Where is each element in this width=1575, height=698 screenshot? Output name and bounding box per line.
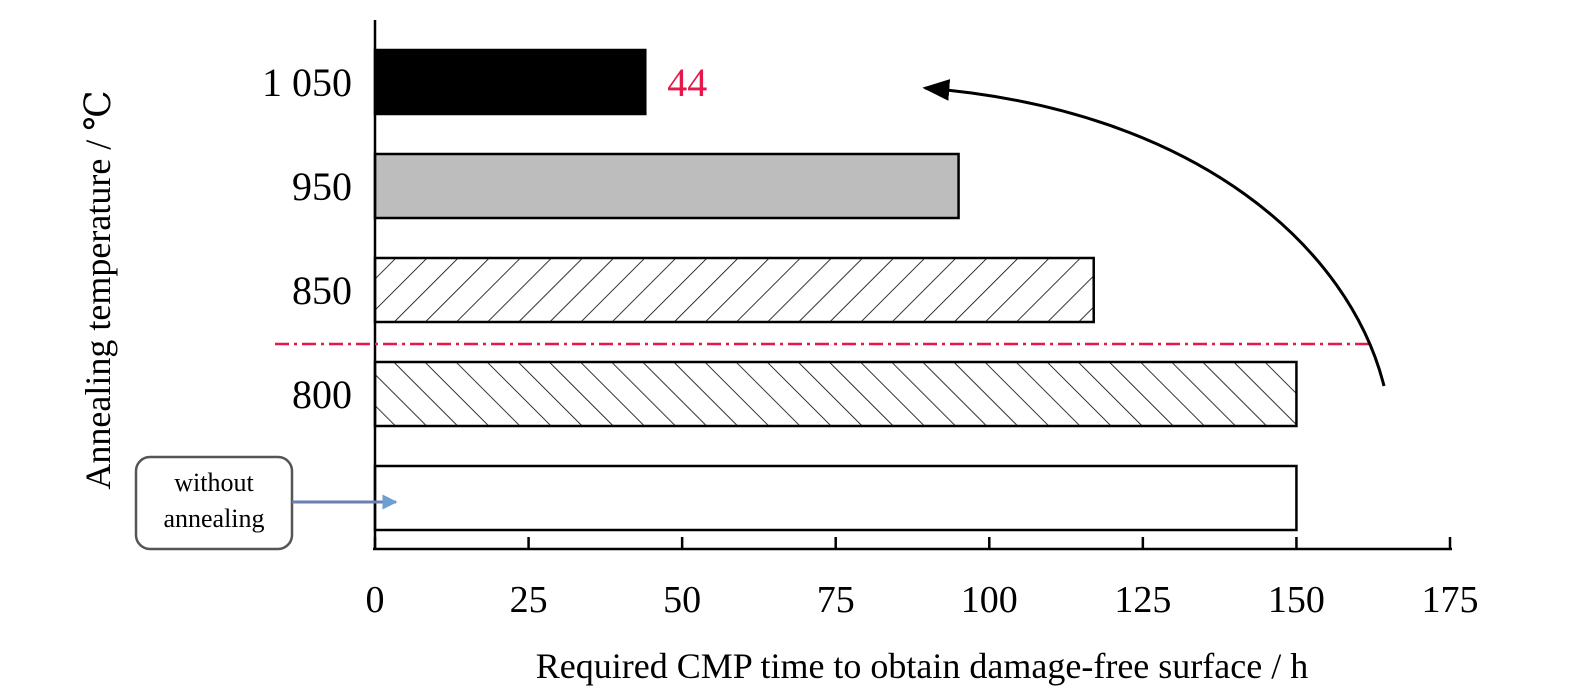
bar-1-050: [373, 48, 647, 116]
x-tick-label: 100: [961, 579, 1018, 621]
bar-850: [373, 256, 1095, 324]
x-tick-label: 75: [817, 579, 855, 621]
x-tick-label: 150: [1268, 579, 1325, 621]
x-tick-label: 50: [663, 579, 701, 621]
y-tick-label: 850: [292, 268, 352, 313]
y-tick-label: 1 050: [262, 60, 352, 105]
callout-text-line1: without: [174, 468, 254, 497]
bar-950: [373, 152, 960, 220]
value-label: 44: [667, 60, 707, 105]
bars-group: [373, 48, 1298, 532]
y-tick-label: 800: [292, 372, 352, 417]
bar-800: [373, 360, 1298, 428]
x-tick-label: 175: [1422, 579, 1479, 621]
bar-without-annealing: [373, 464, 1298, 532]
x-tick-label: 25: [510, 579, 548, 621]
y-axis-title: Annealing temperature / ℃: [78, 90, 118, 489]
x-tick-label: 0: [366, 579, 385, 621]
callout-text-line2: annealing: [163, 504, 264, 533]
y-tick-label: 950: [292, 164, 352, 209]
x-tick-label: 125: [1114, 579, 1171, 621]
x-axis-title: Required CMP time to obtain damage-free …: [536, 646, 1308, 686]
y-category-labels: 1 050 950 850 800: [262, 60, 352, 417]
x-axis-ticks: 0 25 50 75 100 125 150 175: [366, 537, 1479, 621]
trend-arrow: [922, 79, 1386, 387]
